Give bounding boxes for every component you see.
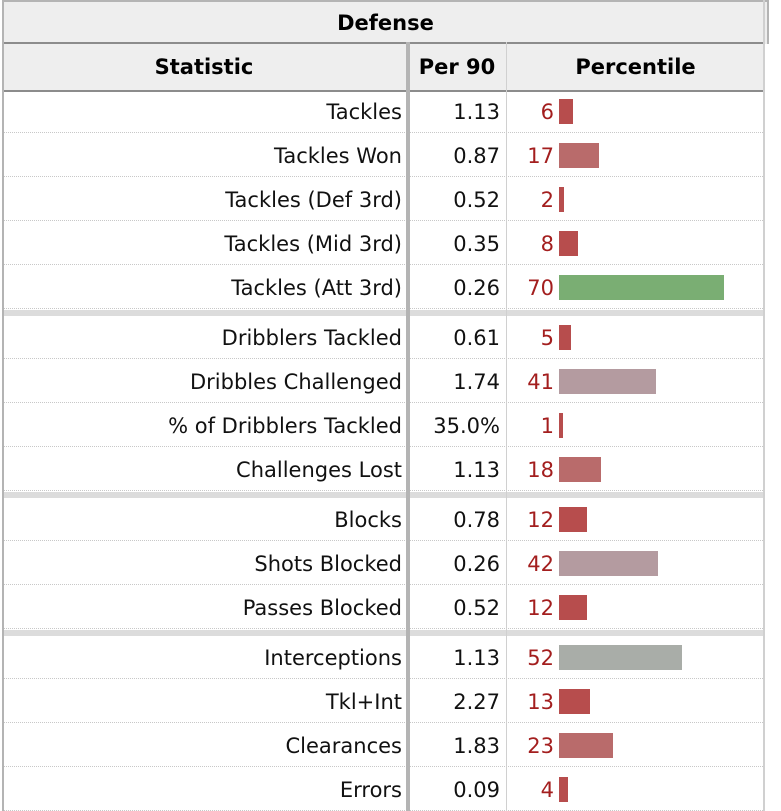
left-border — [2, 42, 4, 811]
statistic-label: Tackles — [326, 99, 402, 124]
statistic-label: Dribblers Tackled — [221, 325, 402, 350]
percentile-value: 70 — [527, 275, 554, 300]
percentile-value: 5 — [540, 325, 554, 350]
table-row: Blocks 0.78 12 — [2, 498, 765, 541]
percentile-bar — [559, 99, 573, 124]
header-statistic[interactable]: Statistic — [154, 55, 254, 79]
statistic-label: Dribbles Challenged — [190, 369, 402, 394]
percentile-bar — [559, 369, 656, 394]
table-row: Tackles Won 0.87 17 — [2, 134, 765, 177]
percentile-bar — [559, 645, 682, 670]
statistic-label: Tkl+Int — [325, 689, 402, 714]
percentile-bar — [559, 275, 724, 300]
percentile-value: 12 — [527, 595, 554, 620]
percentile-bar — [559, 507, 587, 532]
per90-value: 0.09 — [453, 777, 500, 802]
per90-value: 0.52 — [453, 595, 500, 620]
percentile-value: 41 — [527, 369, 554, 394]
right-border — [763, 0, 765, 811]
statistic-label: Challenges Lost — [236, 457, 402, 482]
table-row: Tackles (Mid 3rd) 0.35 8 — [2, 222, 765, 265]
percentile-bar — [559, 689, 590, 714]
statistic-label: Tackles (Att 3rd) — [231, 275, 402, 300]
statistic-label: Errors — [339, 777, 402, 802]
percentile-value: 23 — [527, 733, 554, 758]
per90-value: 1.13 — [453, 645, 500, 670]
table-row: Challenges Lost 1.13 18 — [2, 448, 765, 491]
statistic-label: Interceptions — [264, 645, 402, 670]
percentile-value: 4 — [540, 777, 554, 802]
statistic-label: Tackles (Mid 3rd) — [224, 231, 402, 256]
percentile-value: 6 — [540, 99, 554, 124]
table-row: Tackles (Def 3rd) 0.52 2 — [2, 178, 765, 221]
percentile-value: 2 — [540, 187, 554, 212]
header-per90[interactable]: Per 90 — [418, 55, 496, 79]
per90-value: 0.61 — [453, 325, 500, 350]
percentile-bar — [559, 777, 568, 802]
column-divider-statistic — [406, 42, 410, 811]
table-row: Tkl+Int 2.27 13 — [2, 680, 765, 723]
per90-value: 2.27 — [453, 689, 500, 714]
percentile-bar — [559, 187, 564, 212]
per90-value: 0.35 — [453, 231, 500, 256]
per90-value: 1.13 — [453, 99, 500, 124]
per90-value: 0.78 — [453, 507, 500, 532]
percentile-value: 17 — [527, 143, 554, 168]
table-caption: Defense — [2, 0, 769, 44]
table-row: Errors 0.09 4 — [2, 768, 765, 811]
table-row: Clearances 1.83 23 — [2, 724, 765, 767]
percentile-value: 1 — [540, 413, 554, 438]
percentile-bar — [559, 413, 563, 438]
percentile-value: 42 — [527, 551, 554, 576]
statistic-label: Tackles Won — [274, 143, 402, 168]
statistic-label: Clearances — [285, 733, 402, 758]
per90-value: 0.26 — [453, 551, 500, 576]
table-row: Dribblers Tackled 0.61 5 — [2, 316, 765, 359]
percentile-bar — [559, 733, 613, 758]
table-row: Tackles (Att 3rd) 0.26 70 — [2, 266, 765, 309]
table-row: Shots Blocked 0.26 42 — [2, 542, 765, 585]
header-percentile[interactable]: Percentile — [575, 55, 696, 79]
table-row: Interceptions 1.13 52 — [2, 636, 765, 679]
per90-value: 0.52 — [453, 187, 500, 212]
group-separator — [2, 492, 765, 498]
percentile-bar — [559, 595, 587, 620]
per90-value: 1.74 — [453, 369, 500, 394]
group-separator — [2, 630, 765, 636]
per90-value: 1.13 — [453, 457, 500, 482]
percentile-value: 8 — [540, 231, 554, 256]
percentile-bar — [559, 457, 601, 482]
per90-value: 0.87 — [453, 143, 500, 168]
table-row: Tackles 1.13 6 — [2, 90, 765, 133]
statistic-label: Shots Blocked — [254, 551, 402, 576]
statistic-label: % of Dribblers Tackled — [168, 413, 402, 438]
percentile-value: 18 — [527, 457, 554, 482]
percentile-bar — [559, 143, 599, 168]
group-separator — [2, 310, 765, 316]
statistic-label: Tackles (Def 3rd) — [225, 187, 402, 212]
percentile-value: 12 — [527, 507, 554, 532]
per90-value: 1.83 — [453, 733, 500, 758]
table-row: Dribbles Challenged 1.74 41 — [2, 360, 765, 403]
percentile-value: 52 — [527, 645, 554, 670]
statistic-label: Blocks — [334, 507, 402, 532]
table-row: % of Dribblers Tackled 35.0% 1 — [2, 404, 765, 447]
per90-value: 35.0% — [433, 413, 500, 438]
header-row: Statistic Per 90 Percentile — [2, 42, 765, 92]
percentile-value: 13 — [527, 689, 554, 714]
per90-value: 0.26 — [453, 275, 500, 300]
column-divider-per90 — [506, 42, 507, 811]
percentile-bar — [559, 231, 578, 256]
table-row: Passes Blocked 0.52 12 — [2, 586, 765, 629]
statistic-label: Passes Blocked — [242, 595, 402, 620]
percentile-bar — [559, 551, 658, 576]
percentile-bar — [559, 325, 571, 350]
